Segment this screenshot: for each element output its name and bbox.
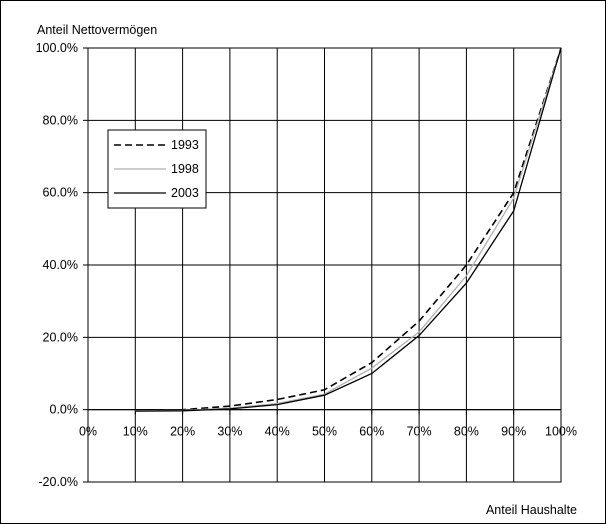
x-tick-label: 80% bbox=[454, 425, 479, 439]
x-tick-label: 20% bbox=[170, 425, 195, 439]
x-tick-label: 30% bbox=[217, 425, 242, 439]
y-tick-label: 60.0% bbox=[43, 186, 78, 200]
x-tick-label: 70% bbox=[407, 425, 432, 439]
y-axis-label: Anteil Nettovermögen bbox=[37, 23, 157, 37]
legend: 1993 1998 2003 bbox=[107, 129, 207, 209]
series-line-2003 bbox=[135, 47, 562, 412]
y-tick-label: -20.0% bbox=[38, 475, 78, 489]
grid bbox=[87, 47, 562, 483]
y-tick-labels: -20.0% 0.0% 20.0% 40.0% 60.0% 80.0% 100.0% bbox=[36, 41, 78, 489]
x-tick-label: 0% bbox=[79, 425, 97, 439]
series-line-1998 bbox=[135, 47, 562, 412]
x-tick-label: 10% bbox=[123, 425, 148, 439]
x-tick-label: 50% bbox=[312, 425, 337, 439]
axes bbox=[83, 47, 562, 483]
series-lines bbox=[135, 47, 562, 412]
series-line-1993 bbox=[135, 47, 562, 412]
y-tick-label: 20.0% bbox=[43, 330, 78, 344]
y-tick-label: 100.0% bbox=[36, 41, 78, 55]
x-axis-label: Anteil Haushalte bbox=[486, 503, 577, 517]
y-tick-label: 80.0% bbox=[43, 113, 78, 127]
y-tick-label: 40.0% bbox=[43, 258, 78, 272]
x-tick-labels: 0% 10% 20% 30% 40% 50% 60% 70% 80% 90% 100% bbox=[79, 425, 577, 439]
x-tick-label: 100% bbox=[545, 425, 577, 439]
legend-label: 2003 bbox=[171, 186, 199, 200]
x-tick-label: 60% bbox=[359, 425, 384, 439]
legend-label: 1993 bbox=[171, 138, 199, 152]
y-tick-label: 0.0% bbox=[50, 403, 79, 417]
legend-label: 1998 bbox=[171, 162, 199, 176]
x-tick-label: 90% bbox=[501, 425, 526, 439]
x-tick-label: 40% bbox=[265, 425, 290, 439]
